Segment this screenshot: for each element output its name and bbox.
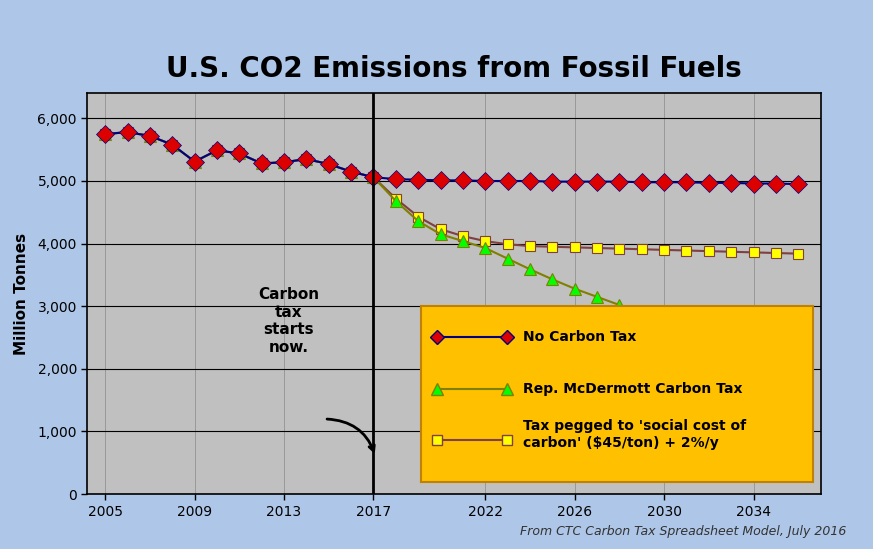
Text: Tax pegged to 'social cost of
carbon' ($45/ton) + 2%/y: Tax pegged to 'social cost of carbon' ($… <box>523 419 746 450</box>
Text: No Carbon Tax: No Carbon Tax <box>523 330 636 344</box>
Text: From CTC Carbon Tax Spreadsheet Model, July 2016: From CTC Carbon Tax Spreadsheet Model, J… <box>520 525 847 538</box>
Text: Carbon
tax
starts
now.: Carbon tax starts now. <box>258 288 319 355</box>
Text: Rep. McDermott Carbon Tax: Rep. McDermott Carbon Tax <box>523 382 742 396</box>
Y-axis label: Million Tonnes: Million Tonnes <box>14 233 29 355</box>
Title: U.S. CO2 Emissions from Fossil Fuels: U.S. CO2 Emissions from Fossil Fuels <box>166 55 742 83</box>
